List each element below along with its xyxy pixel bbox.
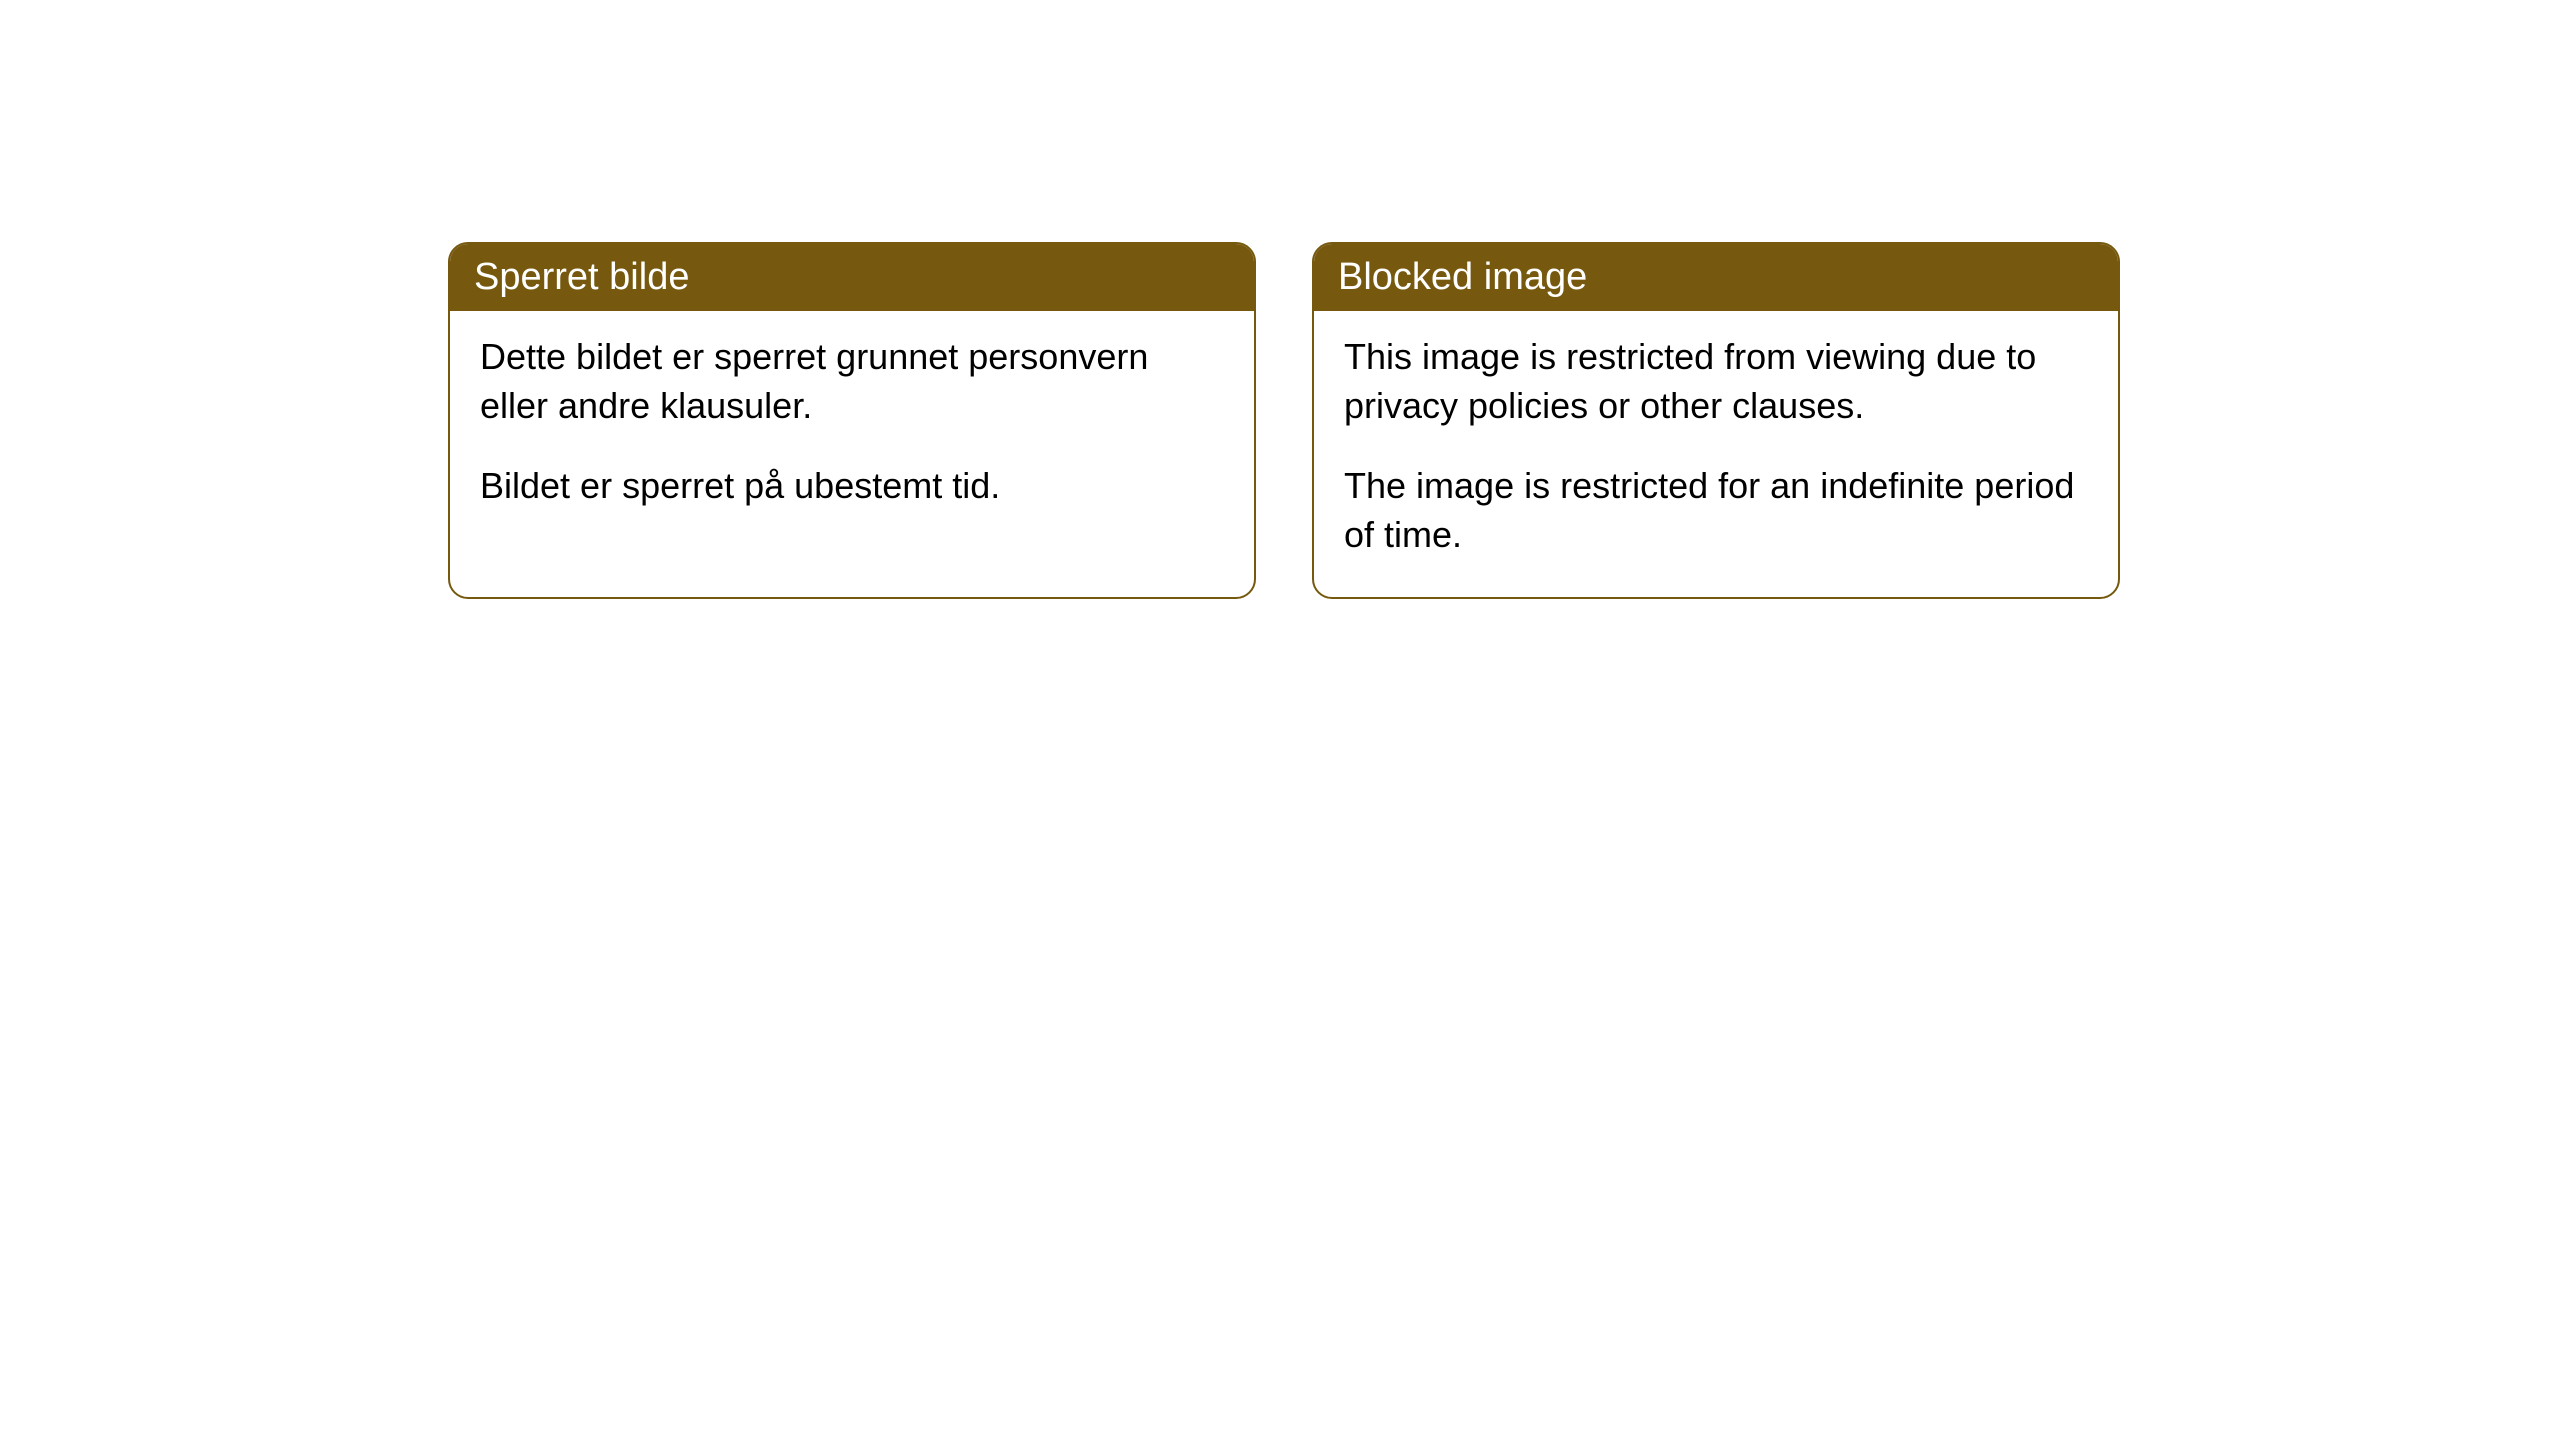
info-cards-container: Sperret bilde Dette bildet er sperret gr… — [448, 242, 2120, 599]
blocked-image-card-norwegian: Sperret bilde Dette bildet er sperret gr… — [448, 242, 1256, 599]
card-body-english: This image is restricted from viewing du… — [1314, 311, 2118, 597]
card-header-english: Blocked image — [1314, 244, 2118, 311]
card-paragraph: Bildet er sperret på ubestemt tid. — [480, 462, 1224, 511]
blocked-image-card-english: Blocked image This image is restricted f… — [1312, 242, 2120, 599]
card-body-norwegian: Dette bildet er sperret grunnet personve… — [450, 311, 1254, 549]
card-paragraph: This image is restricted from viewing du… — [1344, 333, 2088, 430]
card-header-norwegian: Sperret bilde — [450, 244, 1254, 311]
card-title: Sperret bilde — [474, 256, 689, 298]
card-paragraph: The image is restricted for an indefinit… — [1344, 462, 2088, 559]
card-title: Blocked image — [1338, 256, 1587, 298]
card-paragraph: Dette bildet er sperret grunnet personve… — [480, 333, 1224, 430]
